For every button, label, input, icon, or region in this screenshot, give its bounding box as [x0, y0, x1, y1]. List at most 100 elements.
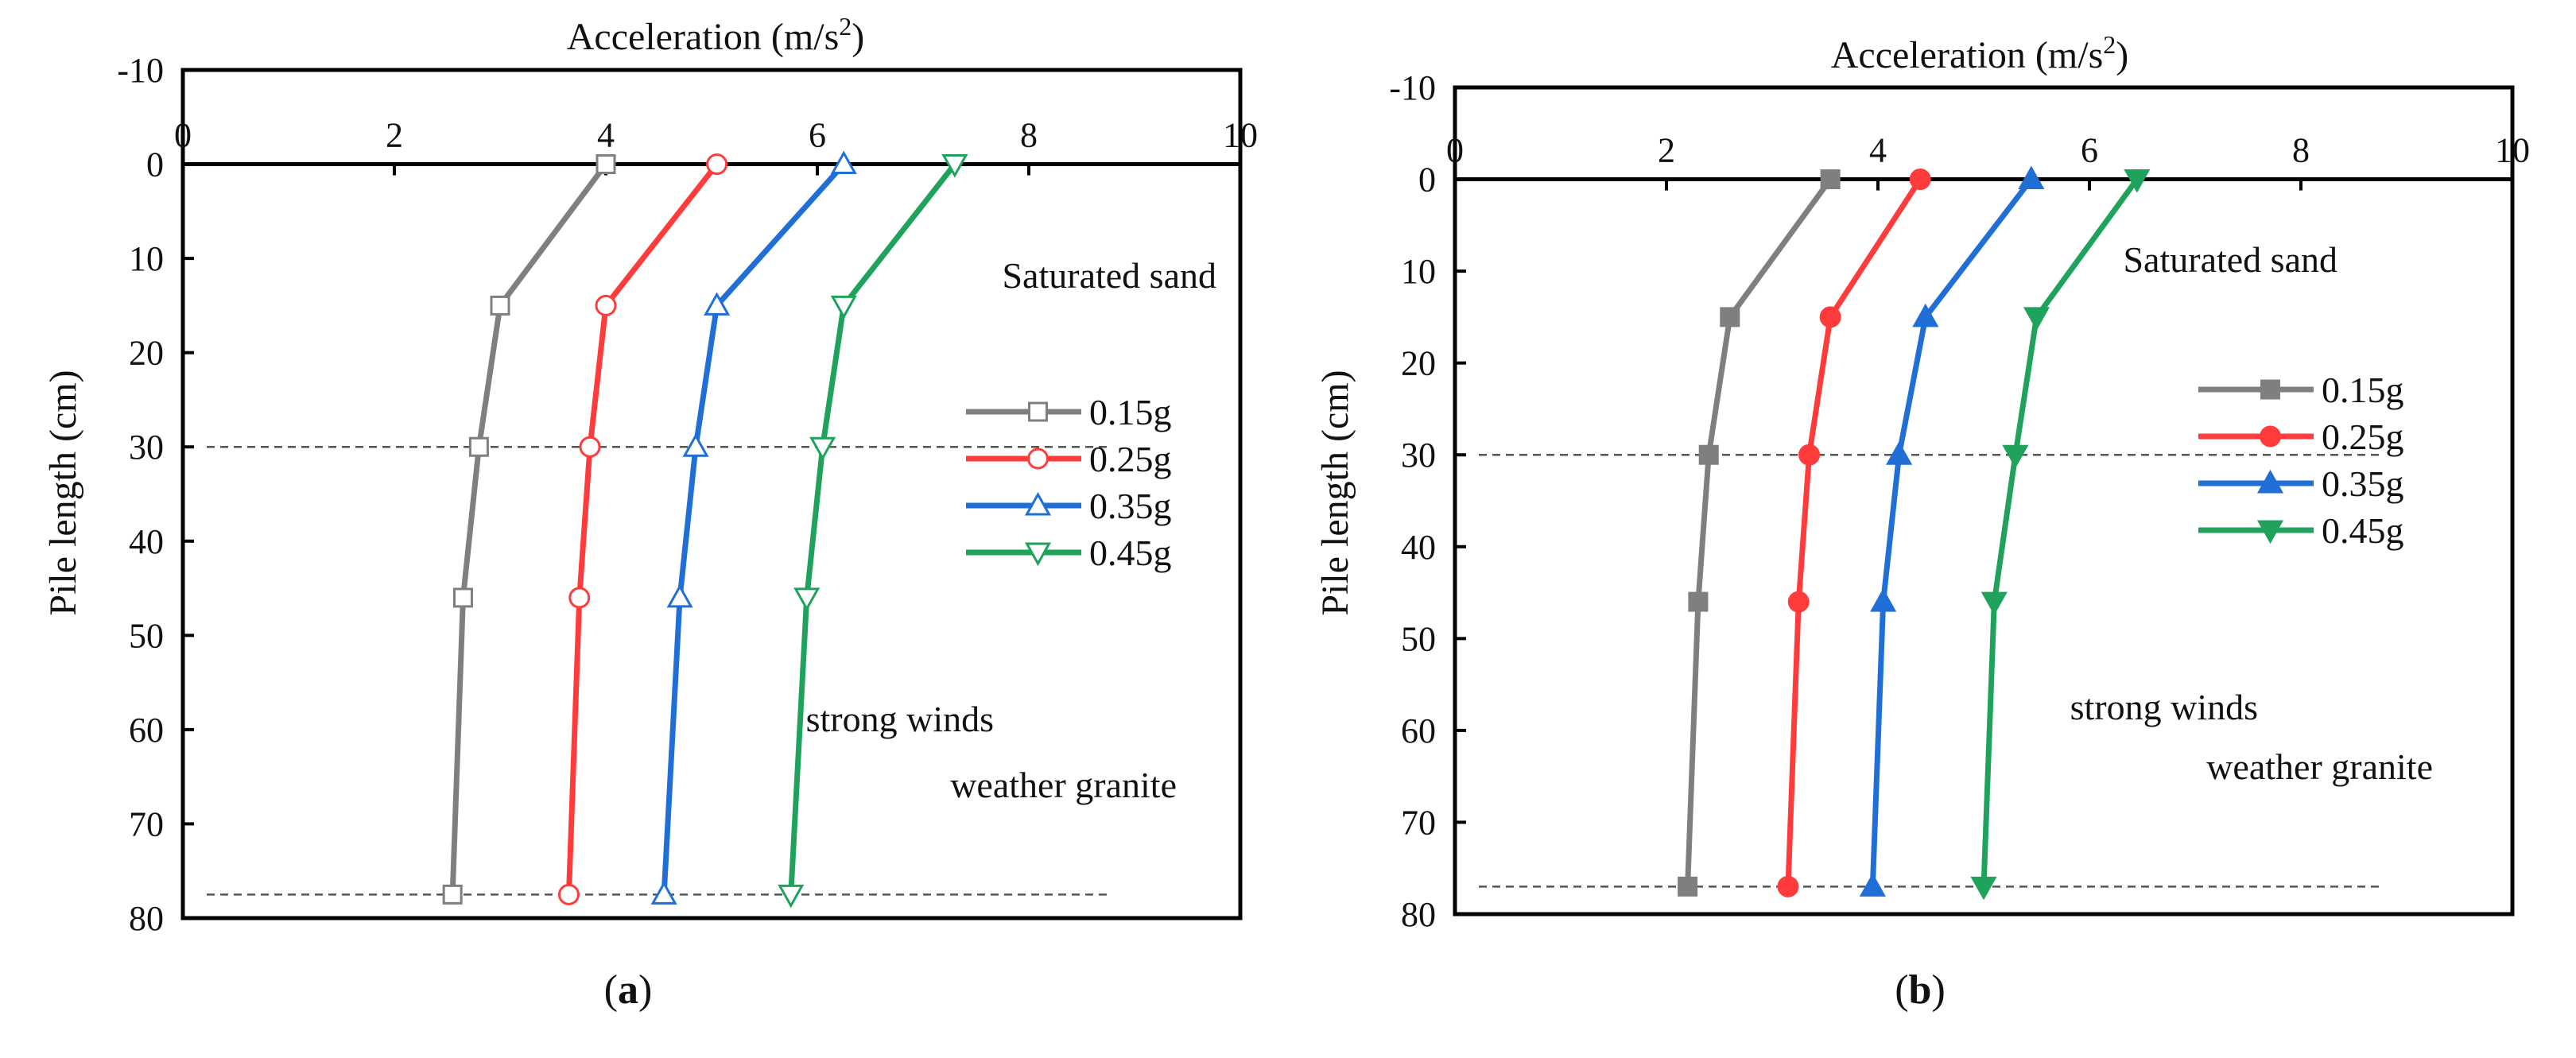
data-point-0.35g: [1859, 873, 1886, 897]
data-point-0.45g: [793, 587, 821, 611]
data-point-0.45g: [830, 295, 857, 320]
x-tick-label: 4: [1869, 131, 1887, 170]
panel-label: (b): [1895, 967, 1946, 1013]
y-tick-label: -10: [1389, 68, 1436, 107]
data-point-0.45g: [2124, 169, 2151, 193]
x-axis-title: Acceleration (m/s2): [1831, 30, 2129, 76]
plot-frame: [180, 68, 1243, 920]
y-tick-label: 30: [1401, 436, 1436, 475]
y-tick-label: 70: [1401, 803, 1436, 842]
x-axis-title-superscript: 2: [2103, 30, 2116, 59]
y-tick-label: 10: [129, 239, 164, 278]
series-line-0.15g: [1685, 177, 1833, 887]
legend-label-0.25g: 0.25g: [1089, 439, 1172, 479]
x-tick-label: 2: [386, 116, 403, 155]
data-point-0.35g: [1886, 441, 1913, 465]
annotation-saturated-sand: Saturated sand: [2123, 239, 2337, 280]
y-tick-label: 50: [1401, 619, 1436, 658]
legend-label-0.35g: 0.35g: [1089, 486, 1172, 526]
x-tick-label: 6: [2081, 131, 2098, 170]
panel-0: 0 2 4 6 8 10 -10 0 10 20 30 40 50 60 70 80 0.15g 0.25g 0.3…: [42, 12, 1258, 1013]
legend-label-0.45g: 0.45g: [1089, 533, 1172, 573]
annotation-saturated-sand: Saturated sand: [1002, 255, 1216, 296]
data-point-0.45g: [809, 436, 836, 461]
x-tick-label: 6: [809, 116, 826, 155]
data-point-0.35g: [1912, 303, 1939, 327]
x-tick-label: 8: [1020, 116, 1038, 155]
data-point-0.25g: [1909, 169, 1931, 191]
y-tick-label: 30: [129, 428, 164, 467]
series-line-0.25g: [565, 162, 720, 895]
data-point-0.15g: [1820, 169, 1841, 190]
data-point-0.25g: [568, 587, 591, 609]
series-line-0.35g: [661, 162, 846, 895]
x-axis-title-suffix: ): [852, 16, 864, 58]
data-point-0.15g: [596, 154, 616, 175]
data-point-0.15g: [468, 436, 489, 457]
panel-label-open: (: [1895, 967, 1908, 1013]
legend-marker-0.45g: [2256, 520, 2284, 545]
legend-marker-0.45g: [1024, 542, 1052, 567]
y-tick-label: 40: [1401, 528, 1436, 567]
x-tick-label: 0: [1446, 131, 1464, 170]
data-point-0.25g: [579, 436, 601, 458]
y-tick-label: 40: [129, 522, 164, 561]
x-axis-title-text: Acceleration (m/s: [567, 16, 840, 58]
x-tick-label: 0: [174, 116, 192, 155]
y-axis-title: Pile length (cm): [42, 370, 84, 615]
annotation-weather-granite: weather granite: [2206, 746, 2433, 787]
y-tick-label: -10: [117, 51, 164, 90]
x-axis-title-suffix: ): [2116, 34, 2128, 76]
data-point-0.25g: [1787, 591, 1810, 613]
panel-label-letter: b: [1909, 967, 1932, 1013]
legend-marker-0.35g: [1024, 491, 1052, 516]
data-point-0.25g: [1798, 444, 1821, 466]
y-tick-label: 60: [1401, 711, 1436, 750]
data-point-0.15g: [452, 587, 473, 608]
data-point-0.25g: [1819, 306, 1841, 328]
legend-label-0.15g: 0.15g: [2322, 370, 2404, 410]
x-axis-title: Acceleration (m/s2): [567, 12, 865, 58]
y-tick-label: 80: [1401, 895, 1436, 934]
data-point-0.25g: [706, 153, 728, 176]
data-point-0.35g: [650, 881, 677, 905]
data-point-0.45g: [1970, 876, 1997, 901]
y-tick-label: 10: [1401, 252, 1436, 291]
data-point-0.15g: [1688, 591, 1709, 612]
data-point-0.35g: [704, 292, 731, 316]
y-tick-label: 20: [1401, 344, 1436, 383]
data-point-0.45g: [1980, 591, 2008, 616]
panel-label-letter: a: [618, 967, 638, 1013]
legend-marker-0.25g: [2260, 425, 2281, 448]
panel-label-open: (: [604, 967, 618, 1013]
data-point-0.45g: [778, 884, 805, 909]
data-point-0.15g: [442, 884, 463, 905]
annotation-strong-winds: strong winds: [806, 699, 994, 739]
data-point-0.15g: [1720, 307, 1740, 327]
series-line-0.45g: [1980, 177, 2140, 887]
plot-frame: [1453, 85, 2515, 917]
data-point-0.25g: [595, 294, 617, 316]
y-tick-label: 80: [129, 899, 164, 938]
legend-marker-0.35g: [2256, 469, 2284, 494]
legend-marker-0.25g: [1027, 448, 1049, 470]
y-tick-label: 0: [146, 145, 164, 184]
annotation-weather-granite: weather granite: [950, 765, 1177, 805]
data-point-0.15g: [1678, 876, 1698, 897]
y-tick-label: 0: [1418, 161, 1436, 200]
legend-marker-0.15g: [1028, 401, 1048, 422]
series-line-0.35g: [1869, 177, 2034, 887]
data-point-0.35g: [830, 150, 857, 175]
data-point-0.35g: [666, 583, 693, 608]
x-tick-label: 2: [1658, 131, 1675, 170]
data-point-0.15g: [490, 295, 510, 316]
panel-1: 0 2 4 6 8 10 -10 0 10 20 30 40 50 60 70 80 0.15g 0.25g 0.3…: [1314, 30, 2530, 1013]
y-tick-label: 20: [129, 334, 164, 373]
data-point-0.25g: [557, 883, 580, 905]
legend-label-0.15g: 0.15g: [1089, 392, 1172, 432]
legend-label-0.45g: 0.45g: [2322, 510, 2404, 551]
series-line-0.45g: [788, 162, 957, 895]
y-tick-label: 70: [129, 804, 164, 843]
series-line-0.25g: [1785, 177, 1923, 887]
